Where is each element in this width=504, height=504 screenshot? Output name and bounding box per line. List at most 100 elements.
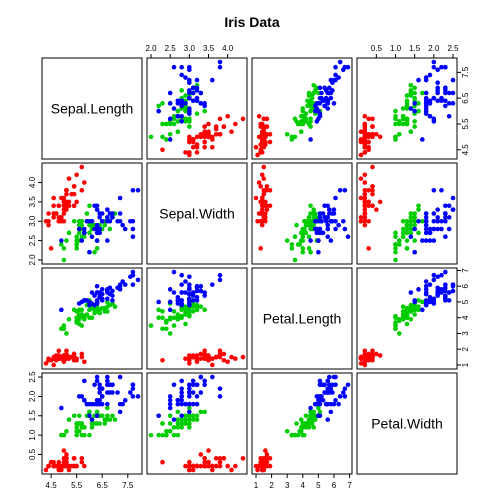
data-point [435, 218, 440, 224]
data-point [317, 215, 323, 220]
data-point [92, 249, 97, 255]
data-point [416, 304, 421, 309]
data-point [259, 463, 265, 469]
data-point [397, 331, 402, 336]
data-point [190, 309, 196, 314]
panel-2-1 [146, 267, 248, 370]
data-point [107, 226, 113, 232]
data-point [423, 98, 429, 104]
data-point [194, 98, 200, 104]
data-point [240, 456, 246, 461]
data-point [297, 428, 302, 434]
data-point [427, 238, 433, 243]
data-point [400, 234, 406, 240]
data-point [87, 302, 92, 308]
data-point [312, 401, 318, 407]
data-point [408, 290, 414, 295]
data-point [175, 119, 181, 124]
data-point [190, 144, 196, 150]
data-point [202, 348, 207, 354]
data-point [362, 195, 368, 201]
data-point [316, 101, 321, 106]
data-point [341, 390, 346, 395]
data-point [333, 64, 338, 70]
data-point [337, 59, 343, 65]
x-tick-label: 4.5 [46, 481, 58, 490]
data-point [393, 326, 398, 332]
data-point [358, 195, 364, 201]
data-point [221, 351, 227, 357]
data-point [179, 307, 184, 313]
data-point [217, 459, 223, 465]
data-point [171, 113, 177, 119]
data-point [179, 413, 184, 419]
data-point [431, 59, 437, 65]
data-point [79, 456, 85, 461]
data-point [117, 287, 123, 292]
data-point [183, 307, 188, 313]
data-point [404, 310, 410, 316]
data-point [229, 354, 234, 360]
data-point [187, 302, 192, 308]
data-point [333, 195, 338, 201]
data-point [187, 405, 192, 411]
data-point [171, 425, 177, 430]
data-point [94, 374, 100, 380]
data-point [183, 279, 188, 284]
data-point [156, 413, 161, 419]
data-point [79, 222, 85, 228]
data-point [179, 298, 184, 303]
data-point [210, 467, 215, 473]
data-point [308, 211, 313, 216]
data-point [374, 207, 379, 212]
data-point [423, 226, 429, 232]
data-point [412, 249, 417, 255]
data-point [187, 274, 192, 280]
data-point [400, 116, 406, 122]
data-point [156, 432, 161, 438]
data-point [267, 463, 273, 469]
data-point [190, 90, 196, 96]
data-point [128, 390, 133, 395]
data-point [358, 129, 364, 135]
data-point [156, 103, 161, 109]
data-point [217, 132, 223, 137]
data-point [202, 463, 207, 469]
data-point [397, 242, 402, 247]
data-point [105, 207, 110, 212]
data-point [66, 467, 72, 473]
data-point [61, 323, 67, 328]
data-point [202, 409, 207, 415]
data-point [69, 191, 74, 197]
data-point [206, 121, 211, 127]
data-point [345, 382, 351, 388]
data-point [259, 195, 265, 201]
data-point [210, 144, 215, 150]
data-point [423, 218, 429, 224]
data-point [431, 272, 437, 278]
data-point [345, 234, 351, 240]
data-point [412, 108, 417, 114]
data-point [362, 187, 368, 193]
data-point [190, 301, 196, 306]
data-point [412, 215, 417, 220]
data-point [393, 134, 398, 140]
x-tick-label: 1 [254, 481, 259, 490]
data-point [217, 348, 223, 354]
data-point [202, 378, 207, 384]
data-point [221, 456, 227, 461]
data-point [183, 463, 188, 469]
data-point [259, 467, 265, 473]
data-point [303, 413, 309, 419]
data-point [298, 417, 304, 422]
data-point [160, 147, 165, 153]
data-point [202, 459, 207, 465]
data-point [333, 226, 338, 232]
data-point [366, 187, 371, 193]
data-point [59, 467, 64, 473]
data-point [61, 207, 67, 212]
data-point [322, 382, 327, 388]
data-point [99, 287, 105, 292]
data-point [187, 298, 192, 303]
data-point [194, 150, 200, 155]
